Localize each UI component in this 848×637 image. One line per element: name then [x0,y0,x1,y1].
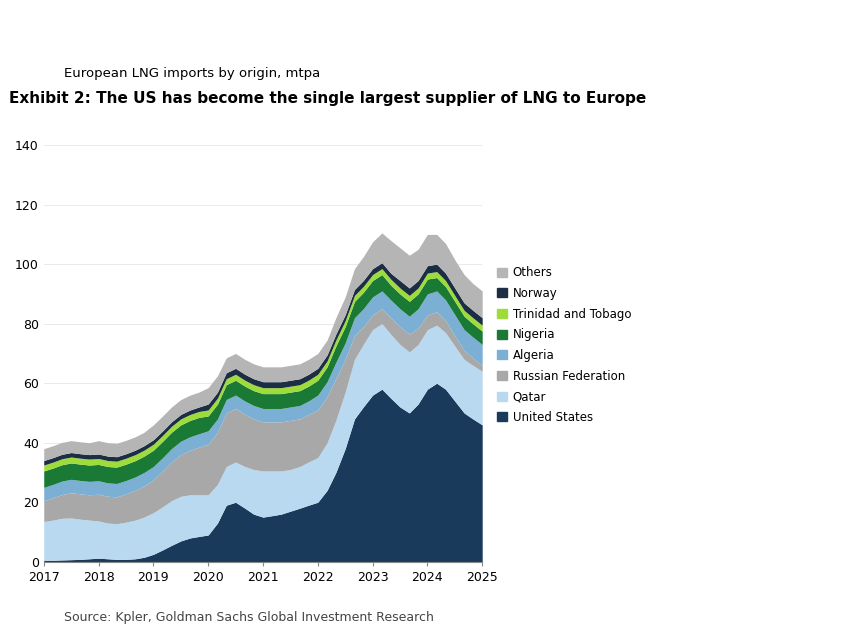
Legend: Others, Norway, Trinidad and Tobago, Nigeria, Algeria, Russian Federation, Qatar: Others, Norway, Trinidad and Tobago, Nig… [493,262,636,429]
Text: Exhibit 2: The US has become the single largest supplier of LNG to Europe: Exhibit 2: The US has become the single … [8,92,646,106]
Text: Source: Kpler, Goldman Sachs Global Investment Research: Source: Kpler, Goldman Sachs Global Inve… [64,612,433,624]
Text: European LNG imports by origin, mtpa: European LNG imports by origin, mtpa [64,67,320,80]
